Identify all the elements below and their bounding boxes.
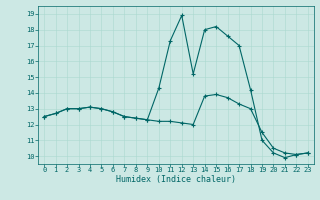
X-axis label: Humidex (Indice chaleur): Humidex (Indice chaleur) bbox=[116, 175, 236, 184]
